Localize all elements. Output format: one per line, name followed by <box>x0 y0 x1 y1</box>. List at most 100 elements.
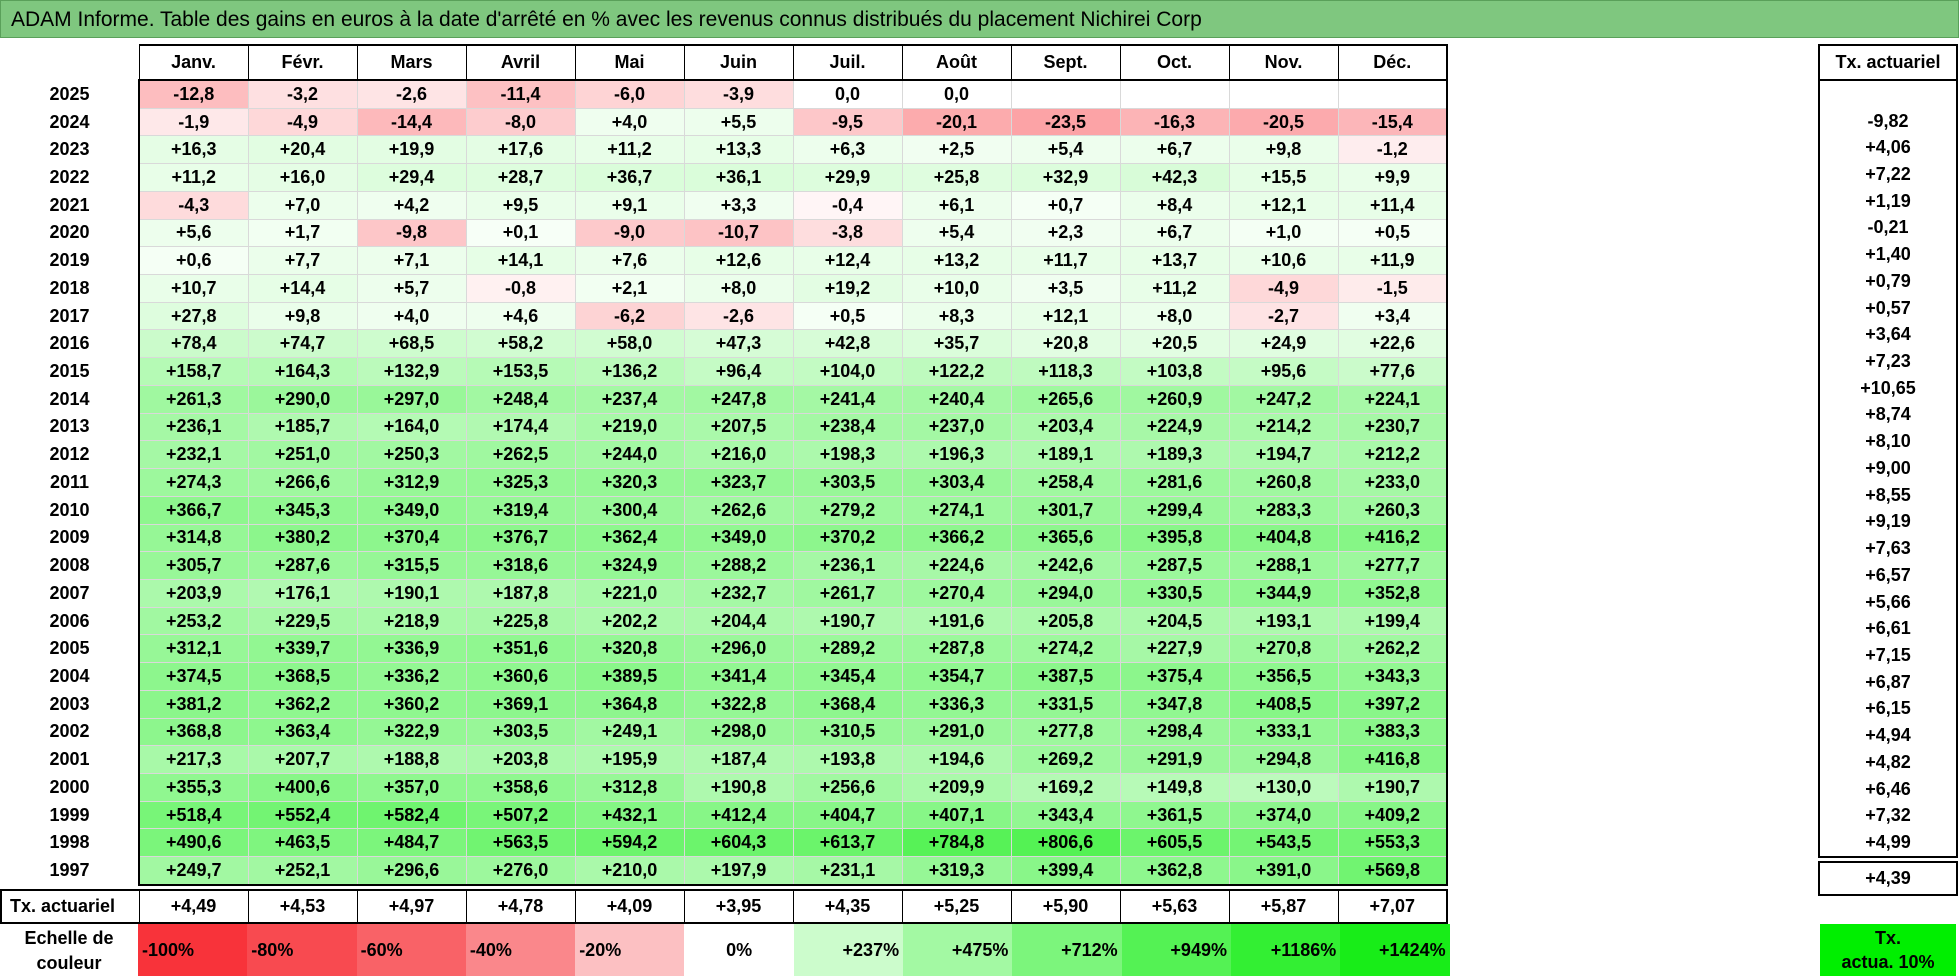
actuarial-rate-cell: +6,87 <box>1818 668 1958 696</box>
gain-cell: +20,4 <box>247 135 358 165</box>
gain-cell: +36,1 <box>683 163 794 192</box>
gain-cell: +490,6 <box>138 828 249 858</box>
actuarial-rate-cell: +6,61 <box>1818 615 1958 643</box>
gain-cell: +369,1 <box>465 689 576 719</box>
gain-cell: -20,1 <box>901 107 1012 137</box>
month-header: Mars <box>356 44 467 81</box>
gain-cell: +276,0 <box>465 856 576 886</box>
gain-cell: +17,6 <box>465 135 576 165</box>
color-scale-swatch: +1186% <box>1231 924 1341 976</box>
year-label: 1998 <box>49 832 90 853</box>
footer-label: Tx. actuariel <box>0 888 140 924</box>
gain-cell: +357,0 <box>356 772 467 802</box>
gain-cell: +4,6 <box>465 301 576 331</box>
actuarial-rate-cell: +4,06 <box>1818 134 1958 162</box>
gain-cell: +322,8 <box>683 689 794 719</box>
color-scale-swatch: +475% <box>903 924 1013 976</box>
gain-cell: -1,5 <box>1337 274 1448 303</box>
table-row: 2002 +368,8 +363,4 +322,9 +303,5 +249,1 +298,0… <box>1 717 1448 747</box>
table-row: 2016 +78,4 +74,7 +68,5 +58,2 +58,0 +47,3 +42,8 +… <box>1 329 1448 359</box>
gain-cell: +202,2 <box>574 606 685 636</box>
gain-cell: +260,9 <box>1119 384 1230 414</box>
gain-cell: +237,4 <box>574 384 685 414</box>
gain-cell: +14,1 <box>465 246 576 276</box>
gain-cell: -9,5 <box>792 107 903 137</box>
gain-cell: +262,2 <box>1337 634 1448 664</box>
gain-cell: +169,2 <box>1010 772 1121 802</box>
gain-cell: +5,4 <box>1010 135 1121 165</box>
gain-cell: +362,8 <box>1119 856 1230 886</box>
gain-cell: +605,5 <box>1119 828 1230 858</box>
gain-cell: +412,4 <box>683 800 794 830</box>
gain-cell: +118,3 <box>1010 357 1121 386</box>
gain-cell: +806,6 <box>1010 828 1121 858</box>
gain-cell: +341,4 <box>683 662 794 691</box>
gain-cell: 0,0 <box>901 78 1012 109</box>
gain-cell: +331,5 <box>1010 689 1121 719</box>
gain-cell: -4,9 <box>247 107 358 137</box>
gain-cell: +345,4 <box>792 662 903 691</box>
gain-cell: +174,4 <box>465 412 576 442</box>
gain-cell: +6,7 <box>1119 218 1230 248</box>
gain-cell: -23,5 <box>1010 107 1121 137</box>
gain-cell: +20,8 <box>1010 329 1121 359</box>
gain-cell: +283,3 <box>1228 495 1339 525</box>
gain-cell: +299,4 <box>1119 495 1230 525</box>
gain-cell: +252,1 <box>247 856 358 886</box>
actuarial-rate-cell: +10,65 <box>1818 374 1958 402</box>
gain-cell: +387,5 <box>1010 662 1121 691</box>
gain-cell: +261,3 <box>138 384 249 414</box>
gain-cell: +383,3 <box>1337 717 1448 747</box>
gain-cell: +362,4 <box>574 523 685 553</box>
gain-cell: +11,2 <box>138 163 249 192</box>
year-label: 2003 <box>49 693 90 714</box>
gain-cell: +330,5 <box>1119 578 1230 608</box>
gain-cell: +2,5 <box>901 135 1012 165</box>
gain-cell: +339,7 <box>247 634 358 664</box>
gain-cell: +333,1 <box>1228 717 1339 747</box>
footer-rate-cell: +4,49 <box>138 888 249 924</box>
gain-cell: +5,6 <box>138 218 249 248</box>
gain-cell: +0,7 <box>1010 190 1121 220</box>
gain-cell: +281,6 <box>1119 468 1230 497</box>
gain-cell: +193,1 <box>1228 606 1339 636</box>
table-row: 2024 -1,9 -4,9 -14,4 -8,0 +4,0 +5,5 -9,5 -20,1 -2… <box>1 107 1448 137</box>
gain-cell: +322,9 <box>356 717 467 747</box>
actuarial-rate-cell: +4,99 <box>1818 829 1958 858</box>
actuarial-rate-cell: +8,74 <box>1818 401 1958 429</box>
gain-cell: +518,4 <box>138 800 249 830</box>
gain-cell: +198,3 <box>792 440 903 470</box>
gain-cell: +318,6 <box>465 551 576 580</box>
year-label: 2020 <box>49 222 90 243</box>
gain-cell: +187,8 <box>465 578 576 608</box>
gain-cell: +9,1 <box>574 190 685 220</box>
gain-cell: +187,4 <box>683 745 794 774</box>
footer-rate-cell: +4,78 <box>465 888 576 924</box>
gain-cell: +209,9 <box>901 772 1012 802</box>
month-header: Sept. <box>1010 44 1121 81</box>
gain-cell: +232,7 <box>683 578 794 608</box>
gain-cell: +344,9 <box>1228 578 1339 608</box>
gain-cell: +11,9 <box>1337 246 1448 276</box>
gain-cell: +153,5 <box>465 357 576 386</box>
gain-cell: +416,2 <box>1337 523 1448 553</box>
gain-cell: +42,3 <box>1119 163 1230 192</box>
gain-cell: +190,1 <box>356 578 467 608</box>
gain-cell: +270,4 <box>901 578 1012 608</box>
year-label: 1999 <box>49 804 90 825</box>
gain-cell <box>1119 78 1230 109</box>
gain-cell: +553,3 <box>1337 828 1448 858</box>
actuarial-rate-cell: +8,10 <box>1818 428 1958 456</box>
actuarial-rate-cell <box>1818 80 1958 108</box>
month-header: Août <box>901 44 1012 81</box>
table-row: 2019 +0,6 +7,7 +7,1 +14,1 +7,6 +12,6 +12,4 +13,2… <box>1 246 1448 276</box>
gain-cell: -20,5 <box>1228 107 1339 137</box>
color-scale-swatch: -40% <box>465 924 576 976</box>
actuarial-10-swatch: Tx. actua. 10% <box>1820 924 1956 976</box>
gain-cell: +1,0 <box>1228 218 1339 248</box>
month-header: Juil. <box>792 44 903 81</box>
table-row: 2005 +312,1 +339,7 +336,9 +351,6 +320,8 +296,0… <box>1 634 1448 664</box>
table-row: 2010 +366,7 +345,3 +349,0 +319,4 +300,4 +262,6… <box>1 495 1448 525</box>
gain-cell: +2,3 <box>1010 218 1121 248</box>
table-row: 2004 +374,5 +368,5 +336,2 +360,6 +389,5 +341,4… <box>1 662 1448 691</box>
